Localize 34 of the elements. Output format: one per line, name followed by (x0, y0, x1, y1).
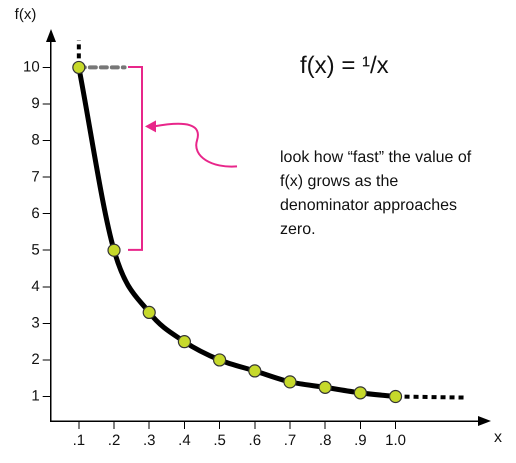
point (107, 244, 121, 257)
y-tick-label: 2 (31, 351, 40, 368)
x-tick-label: .7 (284, 432, 296, 450)
x-tick-label: .4 (178, 432, 191, 450)
x-tick-label: .9 (354, 432, 367, 450)
x-tick-label: .3 (142, 432, 156, 450)
point (212, 353, 226, 367)
point (388, 390, 402, 404)
y-tick-label: 10 (22, 58, 40, 76)
y-tick-label: 8 (31, 132, 40, 149)
y-tick-label: 4 (31, 278, 40, 295)
x-tick-label: .8 (318, 432, 332, 450)
y-tick-label: 1 (31, 388, 40, 405)
point (72, 60, 86, 74)
annotation: look how “fast” the value of f(x) grows as the denominator approaches zero. (280, 148, 472, 240)
y-axis-title: f(x) (14, 6, 36, 23)
text: f(x) = ¹/x (300, 52, 389, 80)
y-tick-label: 3 (31, 314, 40, 332)
point (248, 364, 262, 378)
y-tick-label: 5 (31, 241, 40, 258)
point (354, 386, 367, 400)
y-tick-label: 6 (31, 204, 40, 222)
point (283, 375, 297, 388)
point (318, 380, 332, 394)
x-axis-title: x (494, 429, 502, 447)
y-tick-label: 7 (31, 168, 40, 186)
x-tick-label: .5 (213, 432, 226, 450)
point (178, 335, 192, 348)
point (142, 306, 156, 320)
x-tick-label: .2 (108, 432, 120, 450)
x-tick-label: 1.0 (385, 432, 406, 450)
x-tick-label: .1 (72, 432, 86, 450)
x-tick-label: .6 (248, 432, 262, 450)
y-tick-label: 9 (31, 95, 40, 112)
